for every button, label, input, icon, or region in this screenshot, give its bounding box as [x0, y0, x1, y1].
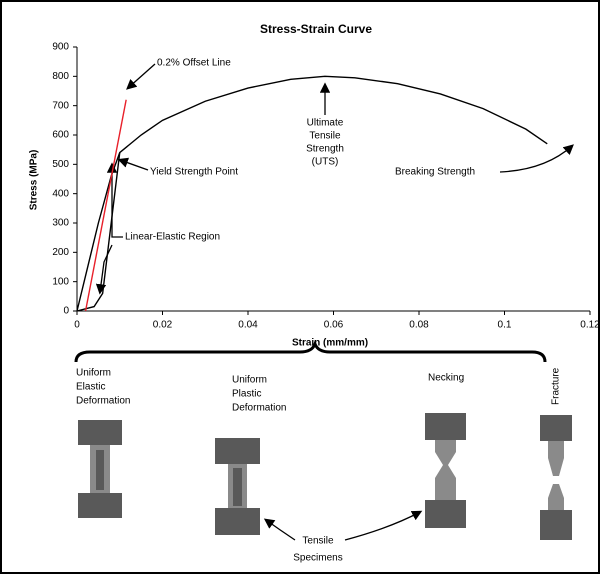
y-tick-label: 500 [52, 159, 69, 170]
x-tick-label: 0.12 [580, 320, 600, 331]
annotation: Linear-Elastic Region [125, 232, 220, 243]
stage-label: Deformation [76, 396, 130, 407]
y-axis-label: Stress (MPa) [29, 150, 40, 211]
annotation: Yield Strength Point [150, 167, 238, 178]
annotation: Strength [306, 144, 344, 155]
y-tick-label: 100 [52, 276, 69, 287]
x-tick-label: 0.06 [324, 320, 344, 331]
x-tick-label: 0 [74, 320, 80, 331]
annotation: Tensile [309, 131, 341, 142]
x-tick-label: 0.08 [409, 320, 429, 331]
annotation: Breaking Strength [395, 167, 475, 178]
y-tick-label: 800 [52, 71, 69, 82]
chart-title: Stress-Strain Curve [260, 22, 372, 36]
x-tick-label: 0.1 [498, 320, 512, 331]
x-axis-label: Strain (mm/mm) [292, 338, 368, 349]
y-tick-label: 300 [52, 218, 69, 229]
stage-label: Uniform [76, 368, 111, 379]
y-tick-label: 600 [52, 130, 69, 141]
annotation: Ultimate [307, 118, 344, 129]
stage-label: Deformation [232, 403, 286, 414]
y-tick-label: 900 [52, 42, 69, 53]
y-tick-label: 400 [52, 188, 69, 199]
x-tick-label: 0.02 [153, 320, 173, 331]
y-tick-label: 0 [63, 306, 69, 317]
specimens-label: Specimens [293, 553, 342, 564]
stage-label: Necking [428, 373, 464, 384]
stage-label: Uniform [232, 375, 267, 386]
stage-label: Elastic [76, 382, 105, 393]
x-tick-label: 0.04 [238, 320, 258, 331]
stage-label: Fracture [551, 367, 562, 405]
y-tick-label: 700 [52, 100, 69, 111]
stage-label: Plastic [232, 389, 261, 400]
specimens-label: Tensile [302, 536, 334, 547]
page: Stress-Strain Curve Stress (MPa) Strain … [0, 0, 600, 574]
annotation: (UTS) [312, 157, 339, 168]
annotation: 0.2% Offset Line [157, 58, 231, 69]
y-tick-label: 200 [52, 247, 69, 258]
